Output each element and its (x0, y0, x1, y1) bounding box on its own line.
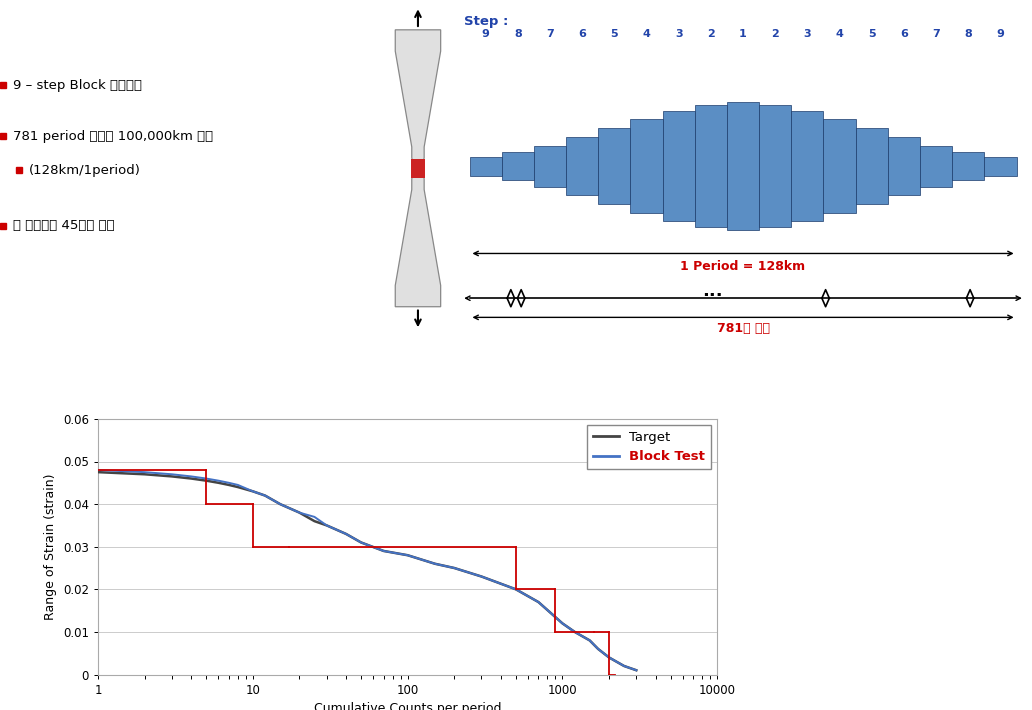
Bar (888, 137, 920, 195)
Bar (470, 157, 502, 175)
Text: 8: 8 (964, 29, 972, 39)
Y-axis label: Range of Strain (strain): Range of Strain (strain) (44, 474, 58, 620)
Text: Step :: Step : (464, 15, 509, 28)
Bar (663, 111, 695, 221)
Bar (792, 111, 824, 221)
Bar (567, 137, 599, 195)
Bar (727, 102, 760, 230)
X-axis label: Cumulative Counts per period: Cumulative Counts per period (314, 702, 502, 710)
Bar (760, 106, 792, 227)
Text: 781 period 시험시 100,000km 상당: 781 period 시험시 100,000km 상당 (13, 130, 214, 143)
Bar (502, 152, 534, 180)
Legend: Target, Block Test: Target, Block Test (587, 425, 711, 469)
Text: 781의 반복: 781의 반복 (716, 322, 770, 335)
Text: 2: 2 (771, 29, 779, 39)
Text: 8: 8 (514, 29, 522, 39)
Polygon shape (395, 30, 441, 307)
Text: 4: 4 (643, 29, 650, 39)
Text: 7: 7 (546, 29, 554, 39)
Bar (985, 157, 1017, 175)
Text: 9 – step Block 프로그램: 9 – step Block 프로그램 (13, 79, 142, 92)
Text: 1 Period = 128km: 1 Period = 128km (680, 260, 806, 273)
Text: (128km/1period): (128km/1period) (29, 164, 140, 177)
Bar (920, 146, 953, 187)
Text: 2: 2 (707, 29, 715, 39)
Text: 9: 9 (997, 29, 1004, 39)
Text: 총 시험시간 45시간 소요: 총 시험시간 45시간 소요 (13, 219, 115, 232)
Text: 6: 6 (578, 29, 586, 39)
Text: 1: 1 (739, 29, 747, 39)
Text: ...: ... (702, 282, 722, 300)
Text: 6: 6 (900, 29, 908, 39)
Text: 3: 3 (675, 29, 682, 39)
Bar (824, 119, 856, 214)
Text: 5: 5 (611, 29, 618, 39)
Bar (411, 159, 425, 178)
Text: 5: 5 (868, 29, 875, 39)
Text: 4: 4 (836, 29, 843, 39)
Bar (599, 128, 631, 204)
Bar (953, 152, 985, 180)
Text: 3: 3 (804, 29, 811, 39)
Text: 9: 9 (482, 29, 489, 39)
Bar (695, 106, 727, 227)
Bar (631, 119, 663, 214)
Bar (856, 128, 888, 204)
Bar (534, 146, 567, 187)
Text: 7: 7 (932, 29, 940, 39)
